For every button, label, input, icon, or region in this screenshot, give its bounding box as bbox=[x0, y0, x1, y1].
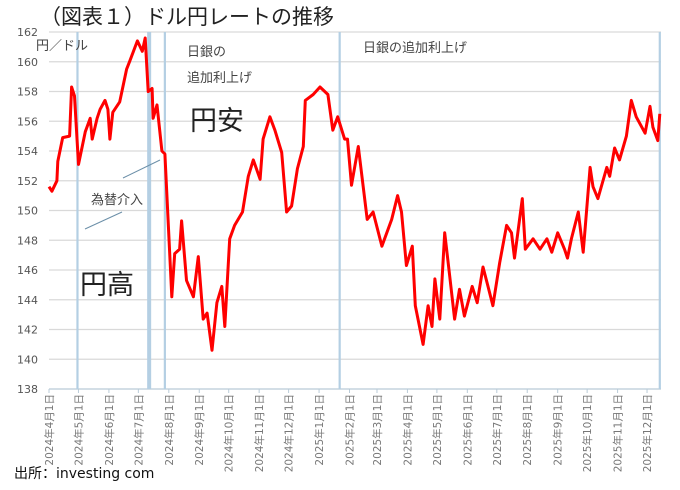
y-tick-label: 144 bbox=[17, 294, 38, 307]
source-note: 出所：investing com bbox=[14, 466, 154, 482]
x-tick-label: 2025年1月1日 bbox=[313, 394, 326, 466]
intervention-label: 為替介入 bbox=[91, 192, 143, 208]
x-tick-label: 2024年6月1日 bbox=[103, 394, 116, 466]
intervention-leader-line bbox=[122, 159, 161, 179]
weak-yen-label: 円安 bbox=[190, 106, 244, 137]
x-tick-label: 2025年12月1日 bbox=[641, 394, 654, 472]
event-lines bbox=[76, 32, 661, 389]
x-axis: 2024年4月1日 2024年5月1日 2024年6月1日 2024年7月1日 2024… bbox=[43, 389, 654, 472]
y-tick-label: 146 bbox=[17, 264, 38, 277]
y-tick-label: 162 bbox=[17, 26, 38, 39]
y-tick-label: 154 bbox=[17, 145, 38, 158]
intervention-leader-line bbox=[84, 211, 123, 230]
grid-lines bbox=[49, 31, 661, 390]
boj-hike-1-line2: 追加利上げ bbox=[187, 70, 252, 86]
y-tick-label: 142 bbox=[17, 324, 38, 337]
y-tick-label: 160 bbox=[17, 56, 38, 69]
x-tick-label: 2025年2月1日 bbox=[343, 394, 356, 466]
x-tick-label: 2025年6月1日 bbox=[461, 394, 474, 466]
x-tick-label: 2025年4月1日 bbox=[401, 394, 414, 466]
y-tick-label: 140 bbox=[17, 353, 38, 366]
x-tick-label: 2025年9月1日 bbox=[552, 394, 565, 466]
y-tick-label: 148 bbox=[17, 234, 38, 247]
x-tick-label: 2024年9月1日 bbox=[193, 394, 206, 466]
x-tick-label: 2024年4月1日 bbox=[43, 394, 56, 466]
x-tick-label: 2025年10月1日 bbox=[581, 394, 594, 472]
x-tick-label: 2024年11月1日 bbox=[253, 394, 266, 472]
strong-yen-label: 円高 bbox=[80, 270, 134, 301]
x-tick-label: 2024年5月1日 bbox=[72, 394, 85, 466]
y-axis: 138 140 142 144 146 148 150 152 154 156 158 160 162 bbox=[17, 26, 38, 396]
usd-jpy-line bbox=[47, 36, 662, 352]
x-tick-label: 2024年12月1日 bbox=[283, 394, 296, 472]
annotations: 円／ドル 日銀の 追加利上げ 日銀の追加利上げ 円安 円高 為替介入 bbox=[36, 39, 467, 301]
x-tick-label: 2025年3月1日 bbox=[371, 394, 384, 466]
unit-label: 円／ドル bbox=[36, 39, 88, 54]
chart-title: （図表１）ドル円レートの推移 bbox=[40, 5, 334, 29]
x-tick-label: 2025年7月1日 bbox=[491, 394, 504, 466]
boj-hike-1-line1: 日銀の bbox=[187, 45, 226, 60]
x-tick-label: 2025年8月1日 bbox=[521, 394, 534, 466]
y-tick-label: 156 bbox=[17, 115, 38, 128]
boj-hike-2-label: 日銀の追加利上げ bbox=[363, 40, 467, 56]
y-tick-label: 158 bbox=[17, 86, 38, 99]
x-tick-label: 2024年7月1日 bbox=[132, 394, 145, 466]
y-tick-label: 152 bbox=[17, 175, 38, 188]
x-tick-label: 2024年8月1日 bbox=[163, 394, 176, 466]
x-tick-label: 2025年11月1日 bbox=[612, 394, 625, 472]
y-tick-label: 138 bbox=[17, 383, 38, 396]
y-tick-label: 150 bbox=[17, 205, 38, 218]
x-tick-label: 2024年10月1日 bbox=[223, 394, 236, 472]
x-tick-label: 2025年5月1日 bbox=[431, 394, 444, 466]
